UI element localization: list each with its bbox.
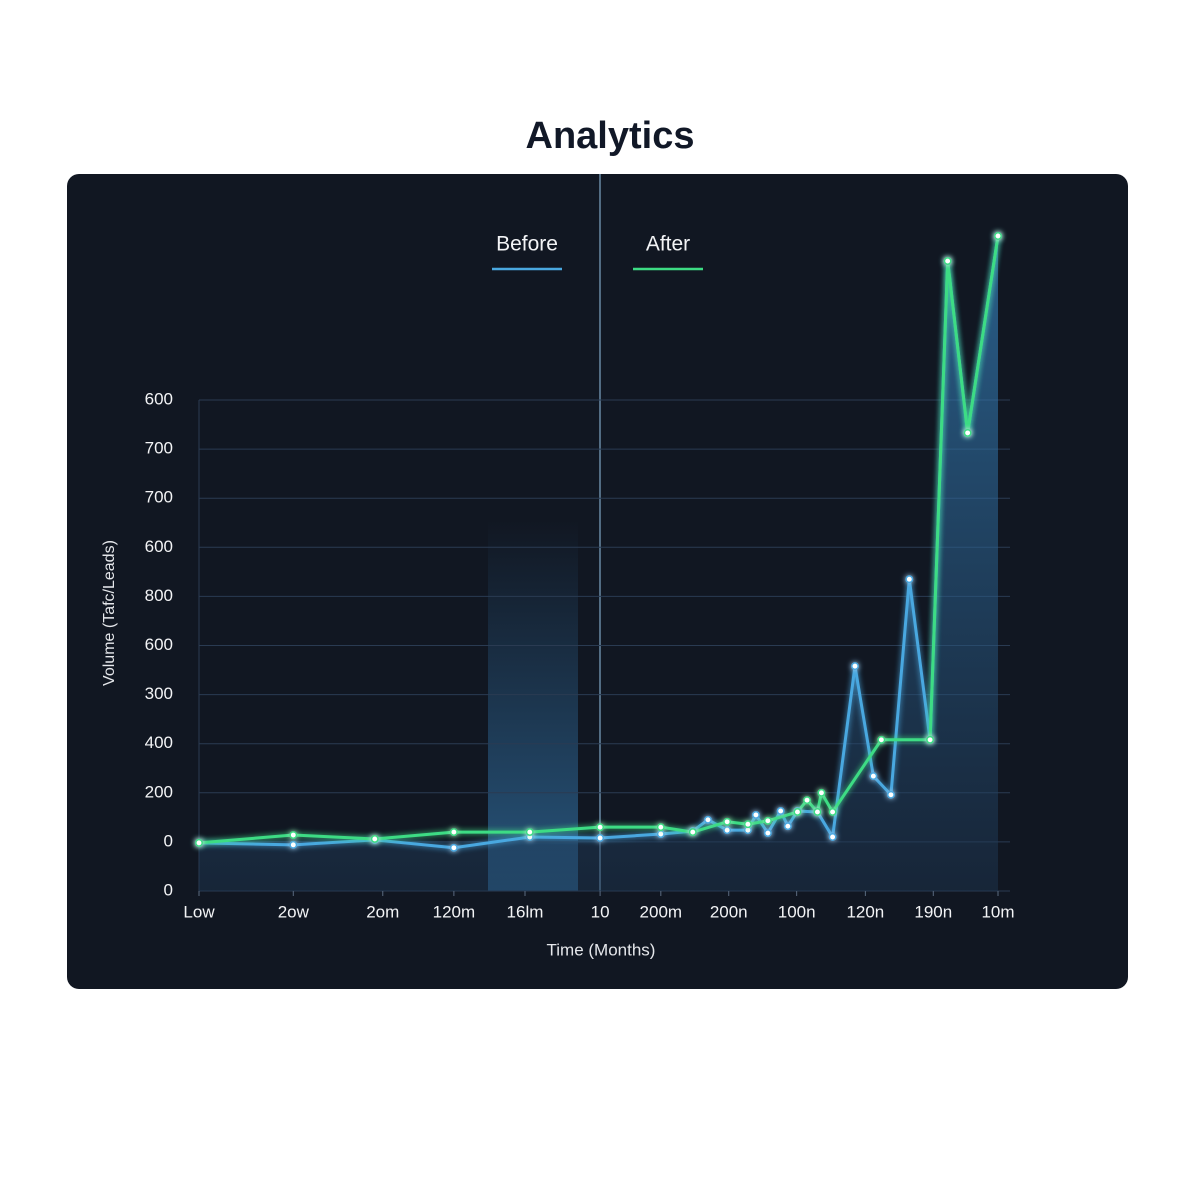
point xyxy=(763,816,772,825)
point xyxy=(704,815,712,824)
point xyxy=(763,829,772,838)
point xyxy=(370,835,379,843)
x-tick-label: 190n xyxy=(914,902,952,921)
x-tick-label: 10 xyxy=(591,902,610,921)
point xyxy=(289,831,298,839)
point xyxy=(688,828,697,837)
legend-label: Before xyxy=(496,233,558,256)
point xyxy=(793,807,802,816)
point xyxy=(656,830,665,838)
point xyxy=(851,662,859,671)
point xyxy=(449,843,458,852)
point xyxy=(656,823,665,832)
point xyxy=(943,257,952,265)
x-tick-label: Low xyxy=(183,902,215,921)
y-tick-label: 0 xyxy=(164,831,173,850)
x-tick-label: 120m xyxy=(433,902,476,921)
x-tick-label: 16lm xyxy=(507,902,544,921)
x-tick-label: 200n xyxy=(710,902,748,921)
plot: 0 0 200 400 300 600 800 600 700 700 600 Low 2ow 2om 12… xyxy=(145,232,1015,921)
x-tick-label: 100n xyxy=(778,902,816,921)
point xyxy=(817,788,826,797)
point xyxy=(783,822,792,831)
y-tick-label: 700 xyxy=(145,439,173,458)
point xyxy=(869,772,878,781)
point xyxy=(828,833,837,841)
y-tick-label: 800 xyxy=(145,586,173,605)
point xyxy=(195,838,203,847)
y-tick-label: 300 xyxy=(145,684,173,703)
y-tick-label: 600 xyxy=(145,635,173,654)
series-line xyxy=(198,235,1000,850)
point xyxy=(596,823,605,832)
legend-label: After xyxy=(646,233,690,256)
y-tick-label: 0 xyxy=(164,880,173,899)
point xyxy=(776,807,785,815)
point xyxy=(905,575,914,584)
x-tick-label: 120n xyxy=(846,902,884,921)
x-axis-label: Time (Months) xyxy=(547,940,656,959)
point xyxy=(743,820,752,829)
point xyxy=(803,796,811,805)
x-tick-label: 200m xyxy=(640,902,683,921)
point xyxy=(813,807,822,816)
point xyxy=(723,826,732,835)
point xyxy=(751,810,760,819)
y-axis-label: Volume (Tafc/Leads) xyxy=(101,540,118,686)
point xyxy=(877,735,886,744)
x-tick-label: 2om xyxy=(366,902,399,921)
point xyxy=(963,428,972,437)
y-tick-label: 600 xyxy=(145,537,173,556)
point xyxy=(994,232,1002,240)
y-tick-label: 600 xyxy=(145,389,173,408)
x-tick-label: 10m xyxy=(981,902,1014,921)
point xyxy=(828,807,837,816)
y-tick-label: 400 xyxy=(145,733,173,752)
point xyxy=(525,828,534,837)
y-tick-label: 200 xyxy=(145,782,173,801)
area-fill xyxy=(199,236,998,892)
y-tick-label: 700 xyxy=(145,488,173,507)
point xyxy=(723,817,732,826)
point xyxy=(596,834,605,842)
x-tick-label: 2ow xyxy=(278,902,310,921)
point xyxy=(926,735,935,744)
chart-title: Analytics xyxy=(526,115,695,157)
point xyxy=(449,828,458,837)
point xyxy=(886,790,895,799)
point xyxy=(289,840,298,849)
